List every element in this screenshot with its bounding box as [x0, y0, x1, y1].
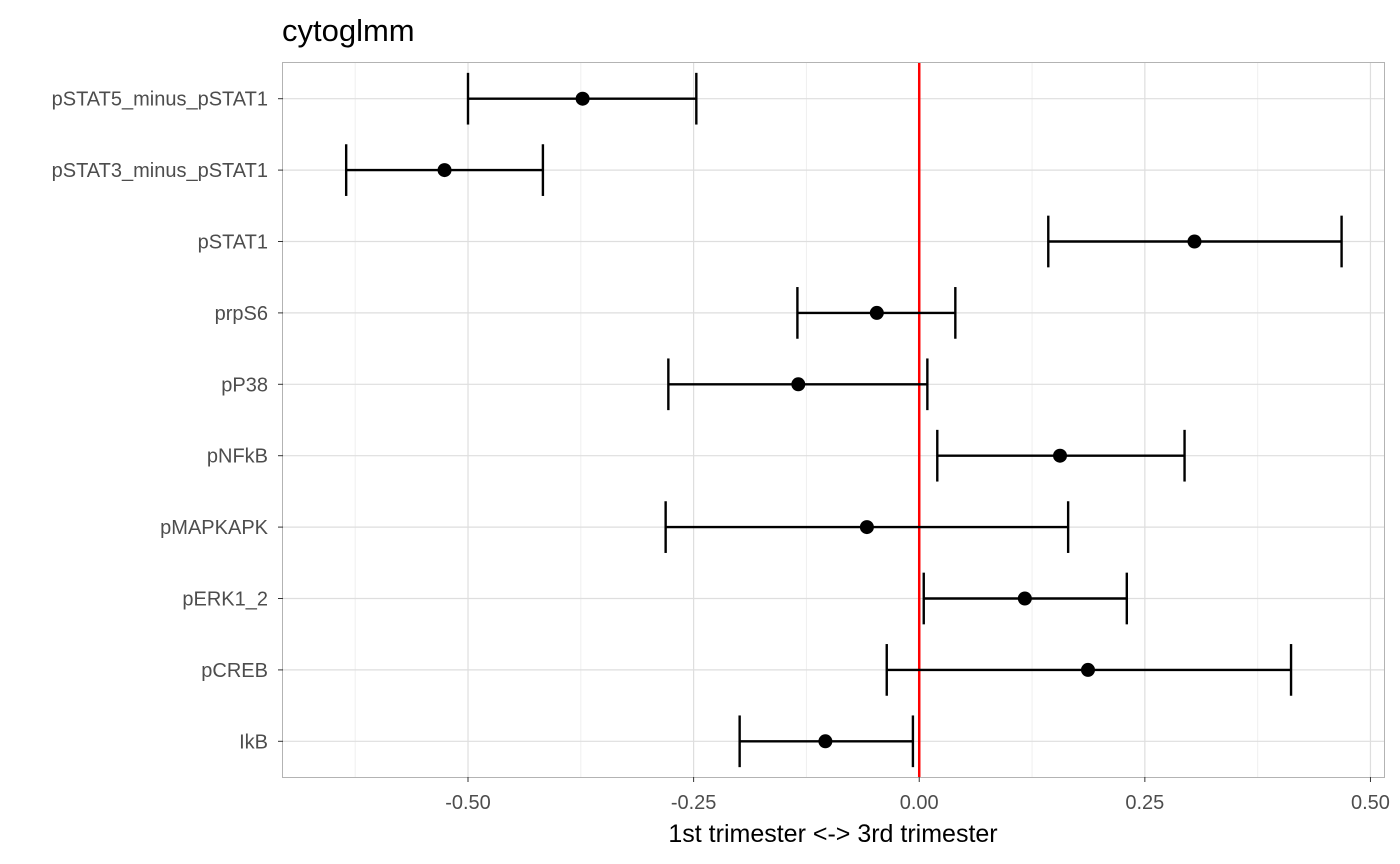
x-tick-label: -0.25: [671, 792, 717, 814]
point-pMAPKAPK: [859, 520, 874, 535]
y-tick-label: IkB: [239, 731, 268, 753]
x-axis-title: 1st trimester <-> 3rd trimester: [668, 820, 997, 848]
point-pSTAT1: [1187, 234, 1202, 249]
y-tick-label: pMAPKAPK: [160, 517, 268, 539]
point-pNFkB: [1053, 448, 1068, 463]
chart-title: cytoglmm: [282, 13, 415, 48]
point-prpS6: [869, 305, 884, 320]
x-tick-label: 0.50: [1351, 792, 1390, 814]
x-axis-labels: -0.50 -0.25 0.00 0.25 0.50: [445, 777, 1390, 814]
point-pSTAT3_minus_pSTAT1: [437, 163, 452, 178]
point-pSTAT5_minus_pSTAT1: [575, 91, 590, 106]
panel-border: [282, 62, 1385, 778]
point-pERK1_2: [1017, 591, 1032, 606]
y-tick-label: pSTAT1: [198, 232, 268, 254]
x-tick-label: -0.50: [445, 792, 491, 814]
point-IkB: [818, 734, 833, 749]
x-tick-label: 0.25: [1125, 792, 1164, 814]
x-tick-label: 0.00: [900, 792, 939, 814]
point-pP38: [791, 377, 806, 392]
y-axis-labels: pSTAT5_minus_pSTAT1 pSTAT3_minus_pSTAT1 pS…: [52, 89, 283, 753]
y-tick-label: pNFkB: [207, 446, 268, 468]
error-bars: [344, 72, 1343, 768]
estimate-points: [437, 91, 1202, 749]
point-pCREB: [1080, 662, 1095, 677]
y-tick-label: pSTAT5_minus_pSTAT1: [52, 89, 268, 111]
y-tick-label: prpS6: [215, 303, 268, 325]
y-tick-label: pP38: [221, 374, 268, 396]
y-tick-label: pERK1_2: [182, 589, 268, 611]
y-tick-label: pSTAT3_minus_pSTAT1: [52, 160, 268, 182]
y-tick-label: pCREB: [201, 660, 268, 682]
